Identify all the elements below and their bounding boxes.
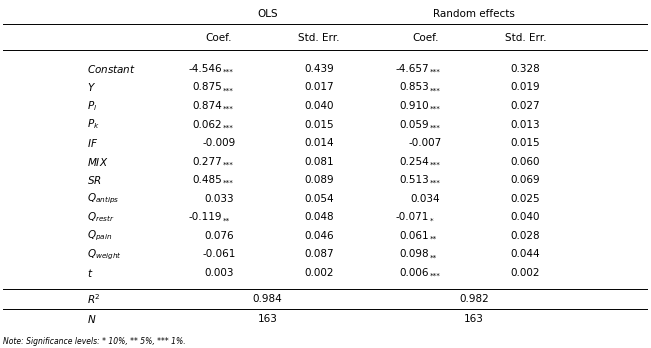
- Text: 0.328: 0.328: [511, 64, 540, 74]
- Text: 0.033: 0.033: [204, 194, 234, 204]
- Text: 0.027: 0.027: [511, 101, 540, 111]
- Text: ***: ***: [430, 69, 440, 75]
- Text: 163: 163: [258, 314, 277, 324]
- Text: ***: ***: [430, 162, 440, 168]
- Text: 0.015: 0.015: [304, 120, 334, 129]
- Text: 0.098: 0.098: [399, 250, 429, 260]
- Text: $\mathit{t}$: $\mathit{t}$: [87, 267, 93, 279]
- Text: 0.875: 0.875: [193, 82, 222, 93]
- Text: 0.984: 0.984: [253, 294, 283, 304]
- Text: $\mathit{Q}_{antips}$: $\mathit{Q}_{antips}$: [87, 192, 119, 206]
- Text: 0.485: 0.485: [193, 175, 222, 185]
- Text: -0.007: -0.007: [409, 138, 442, 148]
- Text: ***: ***: [430, 106, 440, 112]
- Text: $\mathit{Constant}$: $\mathit{Constant}$: [87, 63, 135, 75]
- Text: ***: ***: [223, 69, 234, 75]
- Text: 0.054: 0.054: [304, 194, 334, 204]
- Text: 0.060: 0.060: [511, 157, 540, 167]
- Text: 0.853: 0.853: [399, 82, 429, 93]
- Text: 0.089: 0.089: [304, 175, 334, 185]
- Text: 0.062: 0.062: [193, 120, 222, 129]
- Text: ***: ***: [223, 180, 234, 186]
- Text: $\mathit{Q}_{pain}$: $\mathit{Q}_{pain}$: [87, 229, 112, 243]
- Text: 0.017: 0.017: [304, 82, 334, 93]
- Text: Note: Significance levels: * 10%, ** 5%, *** 1%.: Note: Significance levels: * 10%, ** 5%,…: [3, 337, 186, 346]
- Text: 0.014: 0.014: [304, 138, 334, 148]
- Text: 0.982: 0.982: [459, 294, 489, 304]
- Text: -4.657: -4.657: [395, 64, 429, 74]
- Text: **: **: [430, 236, 437, 242]
- Text: -0.061: -0.061: [202, 250, 236, 260]
- Text: $\mathit{Y}$: $\mathit{Y}$: [87, 81, 96, 94]
- Text: $\mathit{MIX}$: $\mathit{MIX}$: [87, 156, 108, 168]
- Text: 0.874: 0.874: [193, 101, 222, 111]
- Text: 0.013: 0.013: [511, 120, 540, 129]
- Text: ***: ***: [223, 162, 234, 168]
- Text: 0.087: 0.087: [304, 250, 334, 260]
- Text: 0.061: 0.061: [399, 231, 429, 241]
- Text: 0.254: 0.254: [399, 157, 429, 167]
- Text: 0.044: 0.044: [511, 250, 540, 260]
- Text: 0.025: 0.025: [511, 194, 540, 204]
- Text: 0.003: 0.003: [204, 268, 234, 278]
- Text: ***: ***: [430, 125, 440, 130]
- Text: OLS: OLS: [257, 9, 278, 19]
- Text: -0.119: -0.119: [189, 212, 222, 222]
- Text: 0.513: 0.513: [399, 175, 429, 185]
- Text: -0.009: -0.009: [202, 138, 236, 148]
- Text: 0.034: 0.034: [411, 194, 440, 204]
- Text: $R^2$: $R^2$: [87, 292, 100, 306]
- Text: 0.006: 0.006: [399, 268, 429, 278]
- Text: **: **: [430, 254, 437, 260]
- Text: $\mathit{P}_{k}$: $\mathit{P}_{k}$: [87, 118, 100, 132]
- Text: 0.277: 0.277: [193, 157, 222, 167]
- Text: Coef.: Coef.: [206, 32, 232, 42]
- Text: 0.015: 0.015: [511, 138, 540, 148]
- Text: ***: ***: [223, 106, 234, 112]
- Text: 0.019: 0.019: [511, 82, 540, 93]
- Text: 0.028: 0.028: [511, 231, 540, 241]
- Text: **: **: [223, 218, 230, 223]
- Text: *: *: [430, 218, 433, 223]
- Text: 0.040: 0.040: [304, 101, 334, 111]
- Text: Std. Err.: Std. Err.: [298, 32, 340, 42]
- Text: 0.910: 0.910: [399, 101, 429, 111]
- Text: 0.069: 0.069: [511, 175, 540, 185]
- Text: $\mathit{Q}_{restr}$: $\mathit{Q}_{restr}$: [87, 211, 115, 224]
- Text: 0.081: 0.081: [304, 157, 334, 167]
- Text: 163: 163: [464, 314, 484, 324]
- Text: ***: ***: [223, 87, 234, 94]
- Text: ***: ***: [430, 87, 440, 94]
- Text: 0.002: 0.002: [304, 268, 334, 278]
- Text: 0.059: 0.059: [399, 120, 429, 129]
- Text: $\mathit{SR}$: $\mathit{SR}$: [87, 174, 102, 186]
- Text: Coef.: Coef.: [412, 32, 439, 42]
- Text: 0.439: 0.439: [304, 64, 334, 74]
- Text: 0.046: 0.046: [304, 231, 334, 241]
- Text: ***: ***: [223, 125, 234, 130]
- Text: -4.546: -4.546: [189, 64, 222, 74]
- Text: $\mathit{Q}_{weight}$: $\mathit{Q}_{weight}$: [87, 247, 122, 262]
- Text: ***: ***: [430, 273, 440, 279]
- Text: -0.071: -0.071: [395, 212, 429, 222]
- Text: ***: ***: [430, 180, 440, 186]
- Text: 0.076: 0.076: [204, 231, 234, 241]
- Text: 0.040: 0.040: [511, 212, 540, 222]
- Text: 0.002: 0.002: [511, 268, 540, 278]
- Text: Random effects: Random effects: [433, 9, 515, 19]
- Text: $\mathit{IF}$: $\mathit{IF}$: [87, 137, 98, 149]
- Text: Std. Err.: Std. Err.: [505, 32, 546, 42]
- Text: $\mathit{P}_{l}$: $\mathit{P}_{l}$: [87, 99, 97, 113]
- Text: $N$: $N$: [87, 313, 96, 325]
- Text: 0.048: 0.048: [304, 212, 334, 222]
